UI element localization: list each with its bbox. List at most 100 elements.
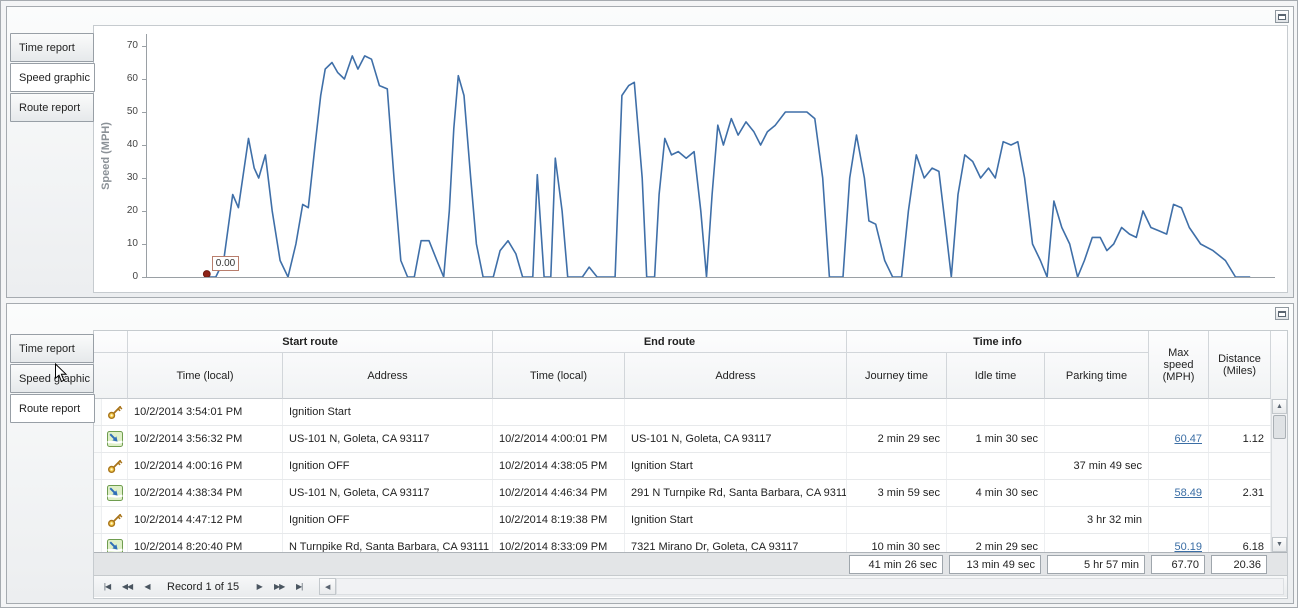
column-header[interactable]: Journey time — [847, 353, 947, 399]
table-row[interactable]: 10/2/2014 3:54:01 PM Ignition Start — [94, 399, 1271, 426]
cell-end-time: 10/2/2014 8:33:09 PM — [493, 534, 625, 552]
column-header[interactable]: Time (local) — [493, 353, 625, 399]
table-row[interactable]: 10/2/2014 4:00:16 PM Ignition OFF 10/2/201… — [94, 453, 1271, 480]
first-record-button[interactable]: |◀ — [103, 582, 111, 591]
y-tick-mark — [142, 178, 146, 179]
column-header[interactable]: Idle time — [947, 353, 1045, 399]
chart-value-tooltip: 0.00 — [211, 256, 240, 271]
table-row[interactable]: 10/2/2014 8:20:40 PM N Turnpike Rd, Santa… — [94, 534, 1271, 552]
last-record-button[interactable]: ▶| — [296, 582, 303, 591]
cell-icon — [102, 534, 128, 552]
tab-speed-graphic-top[interactable]: Speed graphic — [10, 63, 95, 92]
tab-label: Route report — [19, 402, 81, 415]
chart-y-axis-title: Speed (MPH) — [100, 122, 112, 190]
scroll-down-button[interactable]: ▼ — [1272, 537, 1287, 552]
collapse-icon — [1278, 13, 1286, 20]
tab-speed-graphic-bottom[interactable]: Speed graphic — [10, 364, 94, 393]
tab-time-report-top[interactable]: Time report — [10, 33, 94, 62]
y-tick-mark — [142, 244, 146, 245]
cell-end-time: 10/2/2014 4:38:05 PM — [493, 453, 625, 479]
cell-end-time: 10/2/2014 8:19:38 PM — [493, 507, 625, 533]
column-header[interactable]: Address — [625, 353, 847, 399]
y-tick-label: 20 — [126, 205, 138, 216]
tab-label: Speed graphic — [19, 71, 90, 84]
cell-indicator — [94, 399, 102, 425]
column-header[interactable]: Parking time — [1045, 353, 1149, 399]
table-row[interactable]: 10/2/2014 3:56:32 PM US-101 N, Goleta, CA… — [94, 426, 1271, 453]
cell-end-address: 291 N Turnpike Rd, Santa Barbara, CA 931… — [625, 480, 847, 506]
cell-end-address — [625, 399, 847, 425]
y-tick-label: 40 — [126, 139, 138, 150]
band-end-route[interactable]: End route — [493, 331, 847, 353]
cell-max-speed — [1149, 507, 1209, 533]
cell-start-address: US-101 N, Goleta, CA 93117 — [283, 426, 493, 452]
cell-parking-time — [1045, 399, 1149, 425]
cell-distance: 6.18 — [1209, 534, 1271, 552]
grid-header: Start route End route Time info Time (local… — [94, 331, 1287, 399]
cell-icon — [102, 426, 128, 452]
collapse-button-bottom[interactable] — [1275, 307, 1289, 320]
cell-idle-time: 2 min 29 sec — [947, 534, 1045, 552]
cell-max-speed — [1149, 453, 1209, 479]
table-row[interactable]: 10/2/2014 4:47:12 PM Ignition OFF 10/2/201… — [94, 507, 1271, 534]
band-header-row: Start route End route Time info — [94, 331, 1287, 353]
grid-rows: 10/2/2014 3:54:01 PM Ignition Start 10/2/2… — [94, 399, 1271, 552]
cell-indicator — [94, 534, 102, 552]
cell-distance: 2.31 — [1209, 480, 1271, 506]
cell-indicator — [94, 480, 102, 506]
cell-end-time: 10/2/2014 4:46:34 PM — [493, 480, 625, 506]
cell-journey-time — [847, 399, 947, 425]
record-navigator: |◀ ◀◀ ◀ Record 1 of 15 ▶ ▶▶ ▶| ◀ — [94, 575, 1287, 597]
max-speed-link[interactable]: 50.19 — [1174, 541, 1202, 552]
table-row[interactable]: 10/2/2014 4:38:34 PM US-101 N, Goleta, CA… — [94, 480, 1271, 507]
collapse-button-top[interactable] — [1275, 10, 1289, 23]
cell-distance — [1209, 399, 1271, 425]
cell-start-address: Ignition OFF — [283, 453, 493, 479]
column-header-max-speed[interactable]: Max speed (MPH) — [1149, 331, 1209, 399]
cell-max-speed — [1149, 399, 1209, 425]
cell-icon — [102, 453, 128, 479]
selected-point-marker — [202, 270, 211, 277]
cell-start-time: 10/2/2014 3:54:01 PM — [128, 399, 283, 425]
cell-icon — [102, 399, 128, 425]
band-start-route[interactable]: Start route — [128, 331, 493, 353]
horizontal-scrollbar-track[interactable] — [336, 578, 1284, 595]
column-header[interactable]: Time (local) — [128, 353, 283, 399]
cell-start-address: N Turnpike Rd, Santa Barbara, CA 93111 — [283, 534, 493, 552]
band-time-info[interactable]: Time info — [847, 331, 1149, 353]
cell-distance — [1209, 453, 1271, 479]
cell-idle-time — [947, 453, 1045, 479]
column-header-distance[interactable]: Distance (Miles) — [1209, 331, 1271, 399]
vertical-scrollbar[interactable]: ▲ ▼ — [1271, 399, 1287, 552]
cell-start-address: US-101 N, Goleta, CA 93117 — [283, 480, 493, 506]
cell-indicator — [94, 453, 102, 479]
band-spacer — [94, 331, 128, 353]
cell-start-time: 10/2/2014 4:00:16 PM — [128, 453, 283, 479]
summary-journey-time: 41 min 26 sec — [849, 555, 943, 574]
cell-start-time: 10/2/2014 8:20:40 PM — [128, 534, 283, 552]
route-report-grid: Start route End route Time info Time (local… — [93, 330, 1288, 599]
scroll-thumb[interactable] — [1273, 415, 1286, 439]
tab-time-report-bottom[interactable]: Time report — [10, 334, 94, 363]
cell-start-time: 10/2/2014 4:47:12 PM — [128, 507, 283, 533]
max-speed-link[interactable]: 60.47 — [1174, 433, 1202, 445]
cell-icon — [102, 480, 128, 506]
tab-route-report-bottom[interactable]: Route report — [10, 394, 95, 423]
cell-journey-time: 3 min 59 sec — [847, 480, 947, 506]
cell-icon — [102, 507, 128, 533]
tab-route-report-top[interactable]: Route report — [10, 93, 94, 122]
summary-idle-time: 13 min 49 sec — [949, 555, 1041, 574]
speed-graphic-panel: Time report Speed graphic Route report S… — [6, 6, 1294, 298]
prev-record-button[interactable]: ◀ — [144, 582, 150, 591]
cell-distance: 1.12 — [1209, 426, 1271, 452]
speed-chart-plot[interactable] — [146, 34, 1275, 278]
max-speed-link[interactable]: 58.49 — [1174, 487, 1202, 499]
next-record-button[interactable]: ▶ — [256, 582, 263, 591]
next-page-button[interactable]: ▶▶ — [274, 582, 285, 591]
hscroll-left-button[interactable]: ◀ — [319, 578, 337, 595]
prev-page-button[interactable]: ◀◀ — [121, 582, 133, 591]
cell-max-speed: 50.19 — [1149, 534, 1209, 552]
column-header[interactable]: Address — [283, 353, 493, 399]
scroll-up-button[interactable]: ▲ — [1272, 399, 1287, 414]
